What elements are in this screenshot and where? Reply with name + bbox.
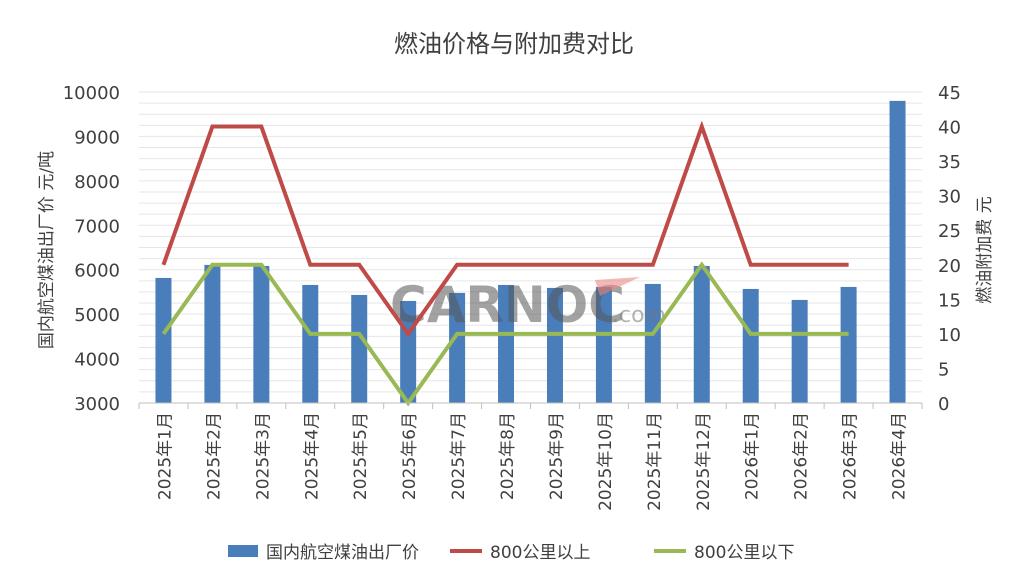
legend: 国内航空煤油出厂价 800公里以上 800公里以下 bbox=[228, 543, 794, 563]
x-tick-label: 2025年2月 bbox=[204, 412, 224, 500]
y-tick-right: 5 bbox=[938, 359, 949, 380]
legend-label: 国内航空煤油出厂价 bbox=[266, 543, 419, 563]
bar bbox=[742, 288, 759, 403]
x-tick-label: 2026年3月 bbox=[841, 412, 861, 500]
watermark-logo-mark bbox=[595, 277, 640, 296]
bar bbox=[791, 299, 808, 403]
bar bbox=[889, 100, 906, 403]
x-tick-label: 2025年7月 bbox=[449, 412, 469, 500]
gridlines bbox=[139, 91, 922, 404]
y-axis-right-label: 燃油附加费 元 bbox=[975, 196, 995, 303]
y-tick-right: 45 bbox=[938, 83, 961, 104]
chart-title: 燃油价格与附加费对比 bbox=[394, 30, 634, 58]
y-tick-left: 4000 bbox=[74, 350, 120, 371]
bar bbox=[204, 264, 221, 403]
bar bbox=[449, 292, 466, 403]
legend-label: 800公里以下 bbox=[694, 543, 794, 563]
bar bbox=[302, 284, 319, 403]
x-tick-label: 2025年8月 bbox=[498, 412, 518, 500]
watermark-logo: CARNOC bbox=[390, 276, 625, 334]
x-tick-label: 2025年1月 bbox=[155, 412, 175, 500]
bar bbox=[840, 286, 857, 403]
x-tick-label: 2025年3月 bbox=[253, 412, 273, 500]
x-tick-label: 2026年2月 bbox=[792, 412, 812, 500]
bar bbox=[546, 287, 563, 403]
y-tick-right: 40 bbox=[938, 118, 961, 139]
y-tick-right: 0 bbox=[938, 394, 949, 415]
watermark-logo-suffix: .com bbox=[612, 303, 666, 328]
x-tick-label: 2025年11月 bbox=[645, 412, 665, 511]
y-axis-left-label: 国内航空煤油出厂价 元/吨 bbox=[37, 151, 57, 349]
y-tick-right: 20 bbox=[938, 256, 961, 277]
axes: 3000 4000 5000 6000 7000 8000 9000 10000 0 5 10 15 2… bbox=[63, 83, 961, 511]
bar bbox=[693, 265, 710, 403]
legend-label: 800公里以上 bbox=[490, 543, 590, 563]
y-tick-left: 7000 bbox=[74, 216, 120, 237]
legend-swatch-bar bbox=[228, 545, 258, 557]
x-tick-label: 2025年10月 bbox=[596, 412, 616, 511]
y-tick-left: 8000 bbox=[74, 172, 120, 193]
y-tick-left: 6000 bbox=[74, 261, 120, 282]
x-tick-label: 2025年4月 bbox=[302, 412, 322, 500]
bar bbox=[644, 283, 661, 403]
y-tick-right: 25 bbox=[938, 221, 961, 242]
y-tick-left: 3000 bbox=[74, 394, 120, 415]
y-tick-right: 10 bbox=[938, 325, 961, 346]
bar bbox=[351, 294, 368, 403]
bar bbox=[595, 286, 612, 403]
y-tick-right: 35 bbox=[938, 152, 961, 173]
bar bbox=[155, 277, 172, 403]
bar bbox=[498, 284, 515, 403]
y-tick-left: 5000 bbox=[74, 305, 120, 326]
x-tick-label: 2025年5月 bbox=[351, 412, 371, 500]
x-tick-label: 2025年12月 bbox=[694, 412, 714, 511]
line-series bbox=[161, 120, 849, 407]
x-tick-label: 2025年9月 bbox=[547, 412, 567, 500]
x-tick-label: 2026年4月 bbox=[890, 412, 910, 500]
y-tick-left: 9000 bbox=[74, 127, 120, 148]
y-tick-right: 30 bbox=[938, 187, 961, 208]
y-tick-right: 15 bbox=[938, 290, 961, 311]
bar bbox=[253, 265, 270, 403]
x-tick-label: 2026年1月 bbox=[743, 412, 763, 500]
x-tick-label: 2025年6月 bbox=[400, 412, 420, 500]
y-tick-left: 10000 bbox=[63, 83, 120, 104]
